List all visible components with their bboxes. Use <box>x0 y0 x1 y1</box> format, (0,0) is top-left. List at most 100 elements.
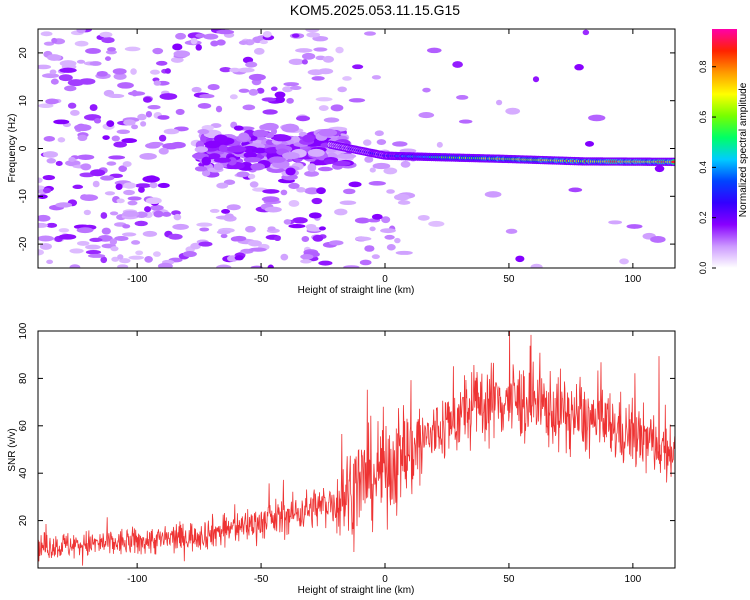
heatmap-cell <box>162 142 180 150</box>
heatmap-cell <box>70 109 80 116</box>
heatmap-cell <box>288 223 306 229</box>
heatmap-cell <box>42 151 59 158</box>
heatmap-cell <box>383 167 398 175</box>
heatmap-cell <box>281 123 300 133</box>
heatmap-cell <box>123 189 135 196</box>
heatmap-cell <box>296 186 306 193</box>
heatmap-cell <box>138 186 145 193</box>
heatmap-cell <box>291 33 300 38</box>
heatmap-cell <box>218 144 228 153</box>
heatmap-cell <box>90 169 106 177</box>
heatmap-cell <box>452 61 463 68</box>
heatmap-cell <box>134 183 152 188</box>
heatmap-cell <box>115 183 123 191</box>
heatmap-cell <box>100 175 115 181</box>
heatmap-cell <box>295 115 311 122</box>
heatmap-cell <box>364 31 376 36</box>
spectrogram-x-label: Height of straight line (km) <box>298 285 415 296</box>
heatmap-cell <box>392 141 408 147</box>
heatmap-cell <box>77 134 88 142</box>
heatmap-cell <box>117 264 129 268</box>
heatmap-cell <box>155 60 168 66</box>
heatmap-cell <box>369 167 376 173</box>
heatmap-cell <box>381 216 391 224</box>
heatmap-cell <box>46 259 54 265</box>
heatmap-cell <box>38 235 54 242</box>
heatmap-cell <box>343 265 360 268</box>
heatmap-cell <box>588 114 606 122</box>
heatmap-cell <box>274 235 281 242</box>
heatmap-cell <box>243 151 257 159</box>
heatmap-cell <box>264 206 282 213</box>
heatmap-cell <box>149 181 158 189</box>
spectrogram-y-label: Frequency (Hz) <box>7 114 18 183</box>
x-tick-label: 50 <box>503 574 515 585</box>
heatmap-cell <box>343 188 356 195</box>
heatmap-cell <box>306 226 324 232</box>
heatmap-cell <box>64 85 77 92</box>
heatmap-cell <box>68 156 76 162</box>
heatmap-cell <box>194 166 208 172</box>
heatmap-cell <box>89 237 103 243</box>
heatmap-cell <box>150 204 164 211</box>
heatmap-cell <box>384 234 395 240</box>
heatmap-cell <box>359 259 372 266</box>
heatmap-cell <box>300 254 314 260</box>
snr-frame <box>37 330 676 569</box>
heatmap-cell <box>318 260 333 266</box>
heatmap-cell <box>158 147 169 155</box>
heatmap-cell <box>142 175 160 183</box>
heatmap-cell <box>229 94 238 100</box>
heatmap-cell <box>354 236 372 241</box>
heatmap-cell <box>283 219 292 225</box>
chart-title: KOM5.2025.053.11.15.G15 <box>289 2 461 18</box>
heatmap-cell <box>208 153 221 160</box>
heatmap-cell <box>328 240 344 246</box>
y-tick-label: 0 <box>18 145 29 151</box>
heatmap-cell <box>312 35 329 42</box>
heatmap-cell <box>395 250 413 255</box>
heatmap-cell <box>89 61 102 66</box>
x-tick-label: 100 <box>625 274 642 285</box>
heatmap-cell <box>335 46 344 54</box>
heatmap-cell <box>93 118 102 124</box>
heatmap-cell <box>39 243 52 250</box>
heatmap-cell <box>152 47 164 55</box>
heatmap-cell <box>219 67 232 73</box>
heatmap-cell <box>243 156 262 163</box>
heatmap-cell <box>530 263 543 268</box>
colorbar-ticks: 0.0 0.2 0.4 0.6 0.8 <box>698 60 716 274</box>
heatmap-cell <box>59 60 77 67</box>
heatmap-cell <box>127 200 138 206</box>
snr-y-ticks: 20 40 60 80 100 <box>18 322 675 526</box>
heatmap-cell <box>191 86 202 93</box>
heatmap-cell <box>42 175 56 181</box>
heatmap-cell <box>330 104 344 112</box>
heatmap-cell <box>213 134 228 144</box>
heatmap-cell <box>650 235 666 243</box>
heatmap-cell <box>371 213 383 220</box>
heatmap-cell <box>210 40 219 47</box>
heatmap-cell <box>114 235 129 242</box>
heatmap-cell <box>237 67 255 73</box>
heatmap-cell <box>336 153 357 159</box>
heatmap-cell <box>426 47 442 54</box>
heatmap-cell <box>111 135 120 142</box>
heatmap-cell <box>201 156 212 166</box>
heatmap-cell <box>195 33 206 38</box>
heatmap-cell <box>417 214 430 221</box>
heatmap-cell <box>122 161 132 167</box>
heatmap-cell <box>226 145 247 153</box>
heatmap-cell <box>116 198 125 204</box>
heatmap-cell <box>352 64 364 70</box>
heatmap-cell <box>354 217 371 224</box>
heatmap-cell <box>209 208 220 213</box>
heatmap-cell <box>207 84 220 91</box>
heatmap-cell <box>280 253 289 261</box>
heatmap-cell <box>162 211 172 217</box>
heatmap-cell <box>173 213 182 221</box>
heatmap-cell <box>213 157 232 163</box>
heatmap-cell <box>124 46 141 52</box>
heatmap-cell <box>117 82 134 89</box>
